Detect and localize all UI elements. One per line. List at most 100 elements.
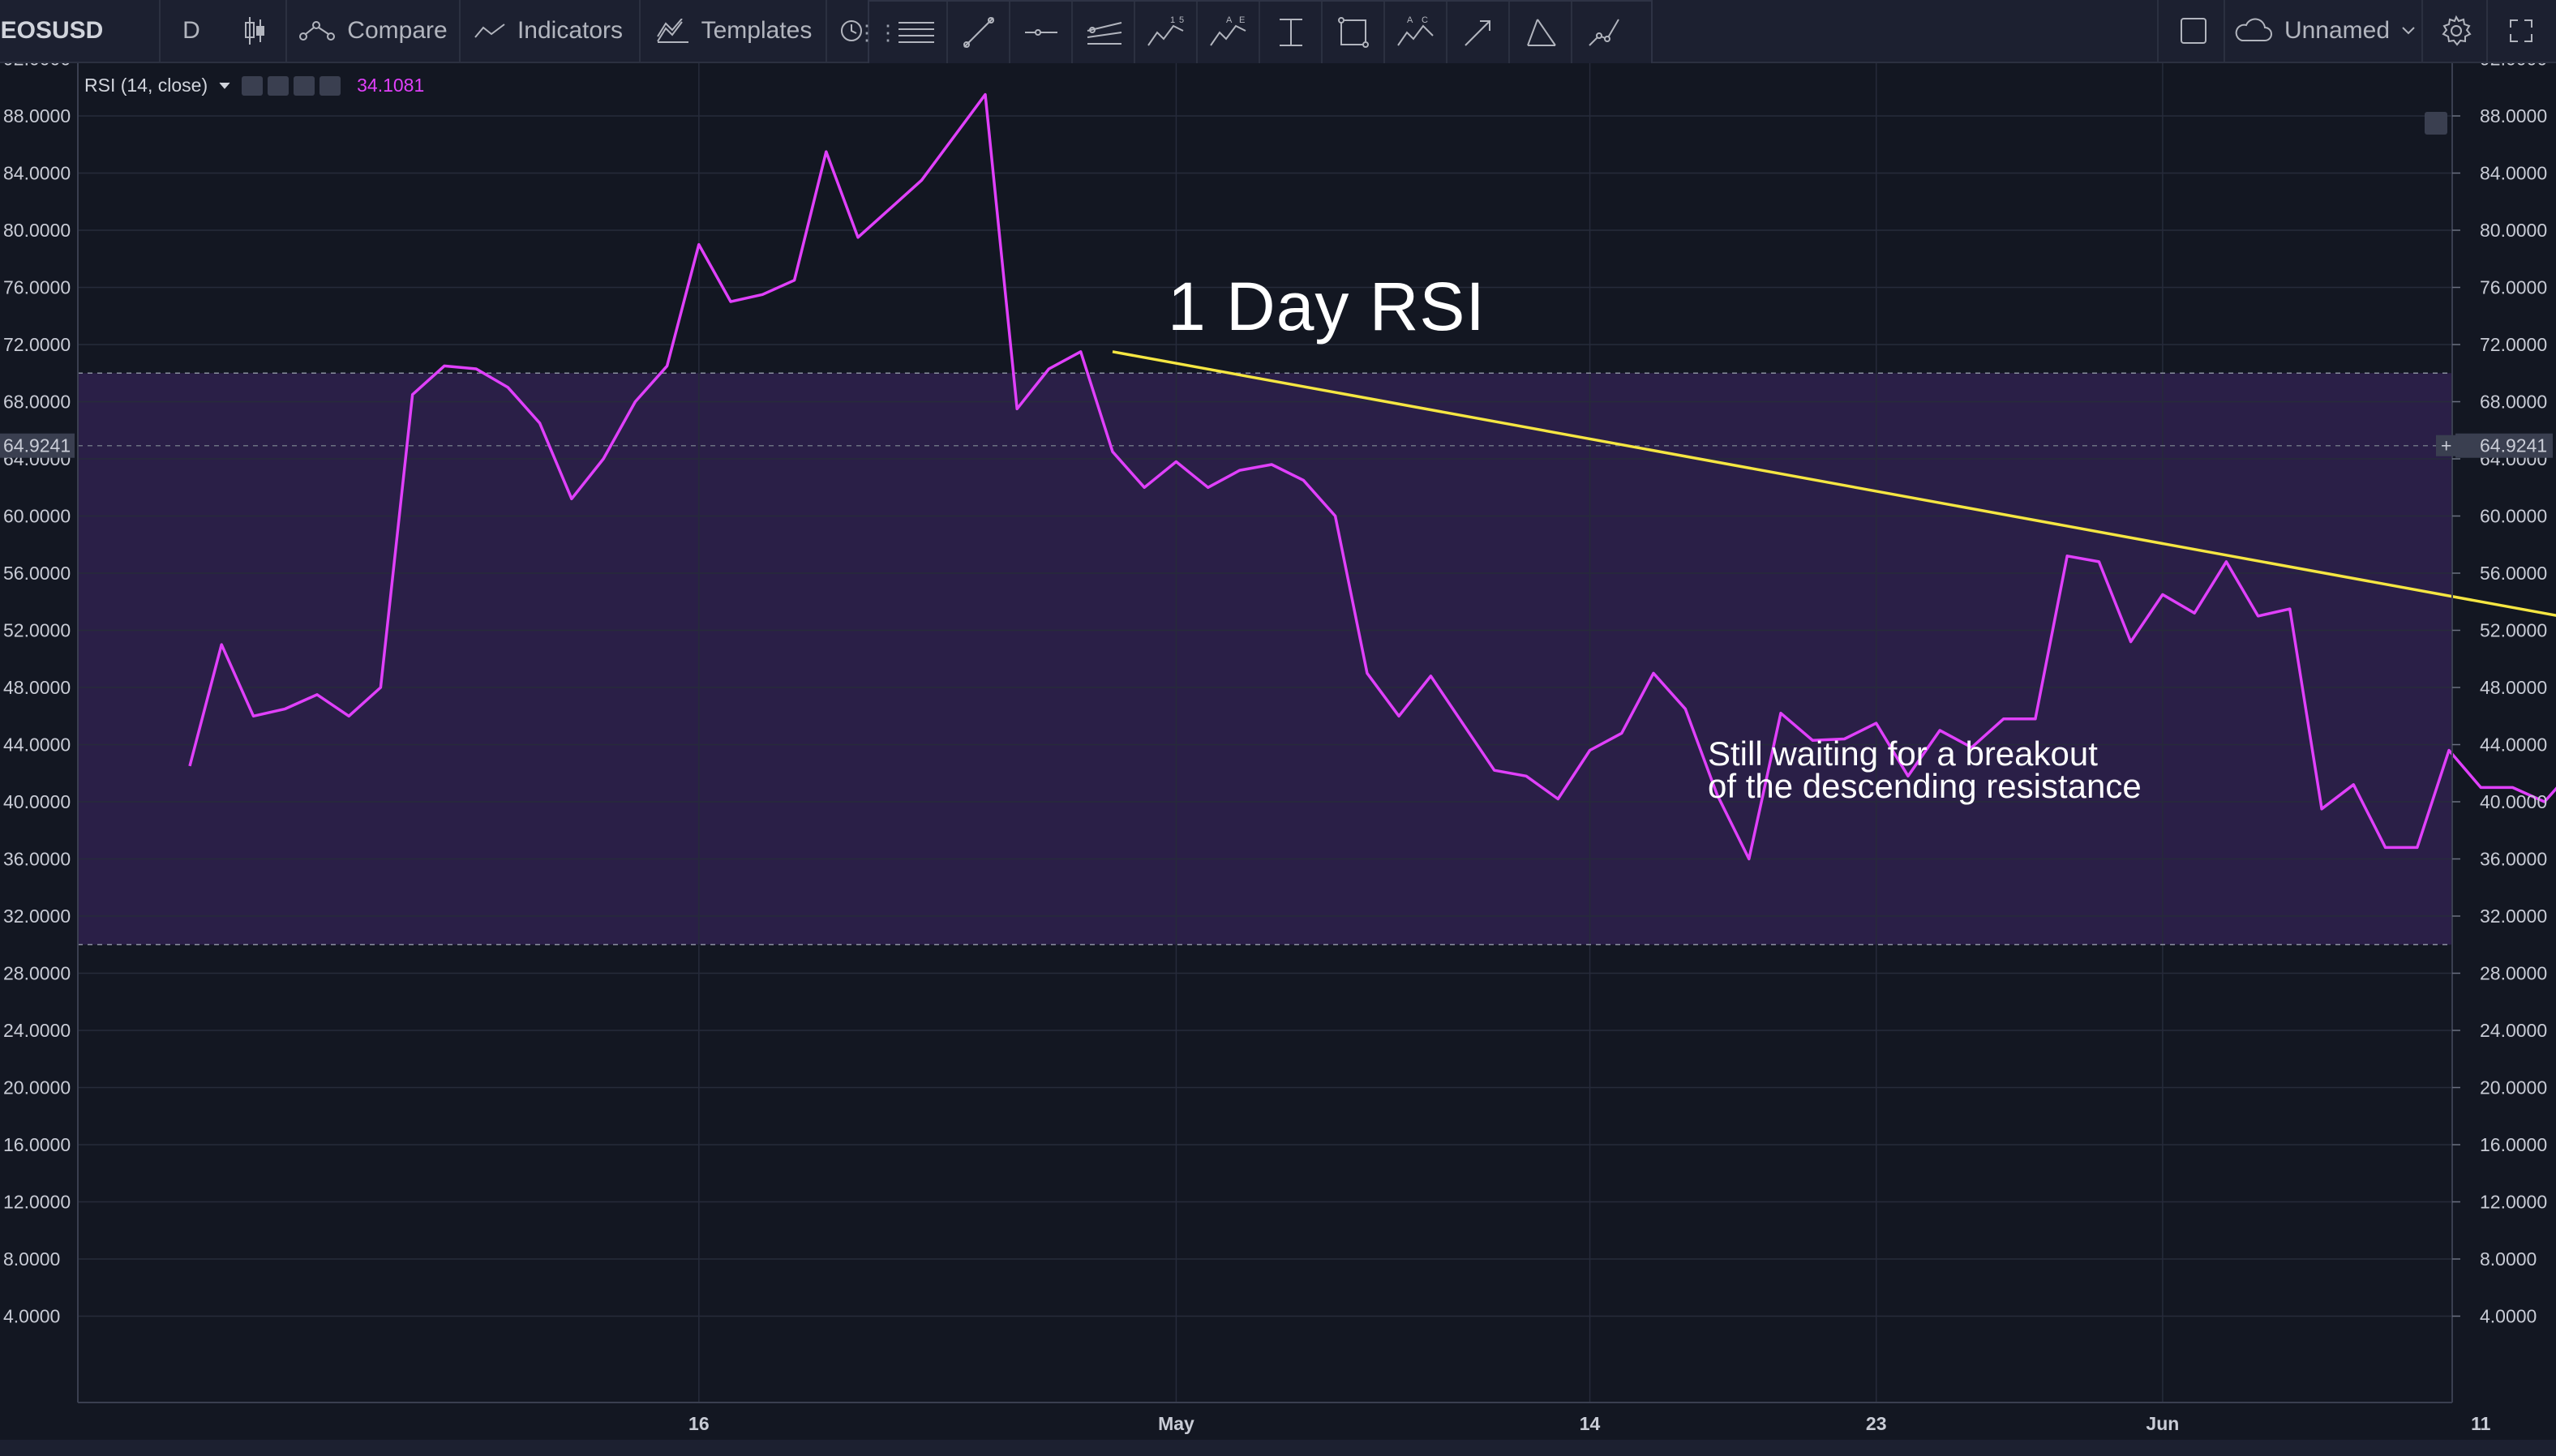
trend-line-tool[interactable] (948, 2, 1010, 63)
toolbar-divider (459, 0, 461, 62)
x-tick-label: 23 (1866, 1413, 1887, 1434)
rsi-series-line[interactable] (188, 92, 2556, 959)
y-tick-label-left: 28.0000 (3, 963, 71, 984)
y-tick-label-left: 60.0000 (3, 506, 71, 527)
indicators-label: Indicators (517, 17, 624, 44)
y-tick-label-right: 40.0000 (2480, 791, 2547, 812)
templates-label: Templates (701, 17, 813, 44)
pitchfork-tool[interactable] (1073, 2, 1135, 63)
trend-line-icon (963, 17, 994, 48)
toolbar-divider (639, 0, 641, 62)
indicators-icon (474, 24, 505, 38)
x-tick-label: 16 (688, 1413, 710, 1434)
y-tick-label-right: 84.0000 (2480, 163, 2547, 184)
compare-button[interactable]: Compare (292, 0, 454, 62)
y-tick-label-left: 40.0000 (3, 791, 71, 812)
scale-toggle-icon[interactable] (2425, 112, 2447, 135)
indicators-button[interactable]: Indicators (467, 0, 629, 62)
svg-text:C: C (1422, 15, 1428, 25)
y-tick-label-right: 48.0000 (2480, 677, 2547, 698)
y-tick-label-right: 36.0000 (2480, 849, 2547, 870)
x-tick-label: 14 (1580, 1413, 1601, 1434)
fullscreen-toggle-button[interactable] (2165, 0, 2222, 62)
y-tick-label-left: 4.0000 (3, 1306, 60, 1327)
chevron-down-icon[interactable] (219, 82, 230, 90)
chevron-down-icon (2402, 27, 2415, 35)
templates-button[interactable]: Templates (649, 0, 819, 62)
settings-icon[interactable] (268, 75, 289, 96)
pitchfork-icon (1087, 22, 1121, 45)
settings-button[interactable] (2428, 0, 2485, 62)
descending-resistance-line[interactable] (1112, 350, 2556, 944)
abcd-pattern-icon: A E (1209, 15, 1246, 46)
cloud-icon (2235, 18, 2272, 41)
indicator-value: 34.1081 (357, 75, 425, 96)
rsi-chart[interactable]: 92.0000 92.0000 88.0000 88.0000 84.0000 84.00… (0, 63, 2556, 1440)
drag-handle[interactable]: ⋮⋮ (856, 19, 898, 45)
path-icon (1588, 19, 1619, 46)
indicator-legend[interactable]: RSI (14, close) 34.1081 (84, 75, 424, 96)
elliott-wave-icon: 1 5 (1147, 15, 1184, 46)
chart-style-button[interactable] (230, 0, 279, 62)
horizontal-ray-tool[interactable] (1010, 2, 1073, 63)
bottom-toolbar (0, 1440, 2556, 1456)
toolbar-divider (2157, 0, 2159, 62)
price-range-tool[interactable] (1260, 2, 1323, 63)
svg-text:5: 5 (1179, 15, 1184, 25)
y-tick-label-left: 44.0000 (3, 734, 71, 756)
elliott-wave-tool[interactable]: 1 5 (1135, 2, 1198, 63)
y-tick-label-right: 20.0000 (2480, 1077, 2547, 1098)
y-tick-label-left: 84.0000 (3, 163, 71, 184)
symbol-label: EOSUSD (0, 17, 104, 44)
horizontal-ray-icon (1024, 29, 1057, 36)
gann-fan-tool[interactable] (1510, 2, 1572, 63)
visibility-icon[interactable] (242, 75, 264, 96)
y-tick-label-left: 32.0000 (3, 906, 71, 927)
maximize-button[interactable] (2493, 0, 2550, 62)
horizontal-lines-tool[interactable] (886, 2, 948, 63)
toolbar-divider (2421, 0, 2423, 62)
x-tick-label: 11 (2471, 1413, 2491, 1434)
alert-button[interactable] (835, 0, 868, 62)
layout-name: Unnamed (2284, 17, 2391, 44)
y-tick-label-left: 56.0000 (3, 563, 71, 584)
clock-icon (841, 20, 862, 41)
y-tick-label-right: 32.0000 (2480, 906, 2547, 927)
save-layout-button[interactable]: Unnamed (2230, 0, 2418, 62)
close-icon[interactable] (320, 75, 341, 96)
toolbar-divider (2224, 0, 2225, 62)
y-tick-label-left: 80.0000 (3, 220, 71, 241)
plus-icon[interactable]: + (2441, 435, 2451, 456)
more-icon[interactable] (294, 75, 315, 96)
y-tick-label-left: 20.0000 (3, 1077, 71, 1098)
y-tick-label-left: 16.0000 (3, 1134, 71, 1155)
chart-annotation-title[interactable]: 1 Day RSI (1168, 268, 1486, 345)
price-marker-right (2455, 433, 2553, 458)
xabcd-pattern-tool[interactable]: A C (1385, 2, 1447, 63)
y-tick-label-right: 76.0000 (2480, 277, 2547, 298)
drawing-toolbar: ⋮⋮ 1 5 A E (856, 0, 1653, 65)
svg-text:E: E (1239, 15, 1245, 25)
y-tick-label-right: 24.0000 (2480, 1020, 2547, 1041)
x-tick-label: Jun (2146, 1413, 2179, 1434)
chart-annotation-note[interactable]: Still waiting for a breakout of the desc… (1708, 737, 2142, 805)
add-alert-button[interactable] (2436, 435, 2455, 456)
y-tick-label-right: 80.0000 (2480, 220, 2547, 241)
abcd-pattern-tool[interactable]: A E (1198, 2, 1260, 63)
toolbar-divider (285, 0, 287, 62)
expand-icon (2510, 19, 2532, 42)
square-icon (2181, 18, 2206, 44)
y-tick-label-right: 4.0000 (2480, 1306, 2537, 1327)
y-tick-label-left: 36.0000 (3, 849, 71, 870)
price-marker-left (0, 433, 75, 458)
symbol-search[interactable]: EOSUSD (0, 0, 104, 62)
price-marker-left-label: 64.9241 (3, 435, 71, 456)
x-tick-label: May (1158, 1413, 1194, 1434)
gann-fan-icon (1526, 19, 1556, 46)
note-line-2: of the descending resistance (1708, 767, 2142, 805)
rectangle-tool[interactable] (1323, 2, 1385, 63)
interval-button[interactable]: D (162, 0, 221, 62)
arrow-tool[interactable] (1447, 2, 1510, 63)
y-tick-label-right: 12.0000 (2480, 1192, 2547, 1213)
path-tool[interactable] (1572, 2, 1635, 63)
